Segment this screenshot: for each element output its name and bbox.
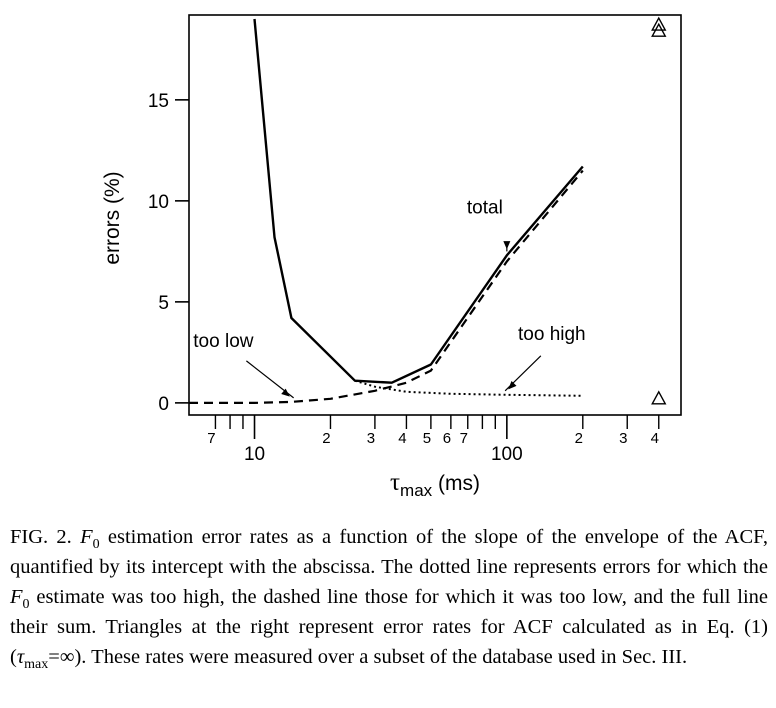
x-axis-label-unit: (ms)	[432, 472, 480, 495]
caption-tau-sub: max	[24, 657, 49, 673]
caption-fig-label: FIG. 2.	[10, 526, 72, 548]
caption-text-3: ). These rates were measured over a subs…	[74, 646, 688, 668]
y-axis: 0 5 10 15	[148, 91, 189, 415]
annotation-arrowhead-2	[508, 380, 517, 390]
annotation-too-high: too high	[518, 324, 586, 345]
x-minor-tick-label-60: 6	[443, 430, 451, 447]
figure-caption: FIG. 2. F0 estimation error rates as a f…	[10, 522, 768, 672]
caption-eq-inf: =∞	[48, 646, 75, 668]
caption-f0-sub: 0	[92, 537, 100, 553]
x-major-tick-label-10: 10	[244, 444, 265, 465]
x-minor-tick-label-400: 4	[651, 430, 659, 447]
x-minor-tick-label-30: 3	[367, 430, 375, 447]
x-minor-tick-label-20: 2	[322, 430, 330, 447]
series-line-too-high	[354, 379, 583, 397]
x-minor-tick-label-50: 5	[423, 430, 431, 447]
figure: 0 5 10 15 10 100 7 2 3 4 5 6 7 2 3 4 total too low too h…	[101, 14, 682, 500]
series-layer	[189, 16, 667, 405]
y-axis-label: errors (%)	[101, 171, 124, 264]
series-line-total	[253, 18, 584, 384]
caption-text-1: estimation error rates as a function of …	[10, 526, 769, 578]
x-axis-label: τmax (ms)	[390, 469, 480, 500]
y-tick-label-5: 5	[158, 293, 169, 314]
x-minor-tick-label-300: 3	[619, 430, 627, 447]
annotation-too-low: too low	[193, 331, 253, 352]
triangle-marker-1	[651, 22, 667, 37]
x-minor-tick-label-200: 2	[575, 430, 583, 447]
plot-frame	[188, 14, 682, 416]
series-line-too-low	[189, 169, 584, 404]
caption-f0-2: F	[10, 586, 23, 608]
y-tick-label-0: 0	[158, 394, 169, 415]
x-major-tick-label-100: 100	[491, 444, 523, 465]
x-minor-tick-label-40: 4	[398, 430, 406, 447]
x-minor-tick-label-70: 7	[460, 430, 468, 447]
y-tick-label-15: 15	[148, 91, 169, 112]
caption-f0: F	[80, 526, 93, 548]
annotation-arrowhead-1	[281, 388, 290, 397]
caption-f0-sub-2: 0	[22, 597, 30, 613]
triangle-marker-0	[651, 16, 667, 31]
triangle-marker-2	[651, 390, 667, 405]
caption-tau: τ	[16, 646, 25, 668]
annotation-total: total	[467, 197, 503, 218]
caption-text-2: estimate was too high, the dashed line t…	[10, 586, 768, 668]
annotation-layer: total too low too high	[193, 197, 586, 399]
x-axis-label-subscript: max	[400, 481, 433, 500]
x-minor-tick-label-7: 7	[207, 430, 215, 447]
annotation-arrowhead-0	[503, 241, 511, 250]
y-tick-label-10: 10	[148, 192, 169, 213]
x-axis-label-symbol: τ	[390, 469, 400, 496]
